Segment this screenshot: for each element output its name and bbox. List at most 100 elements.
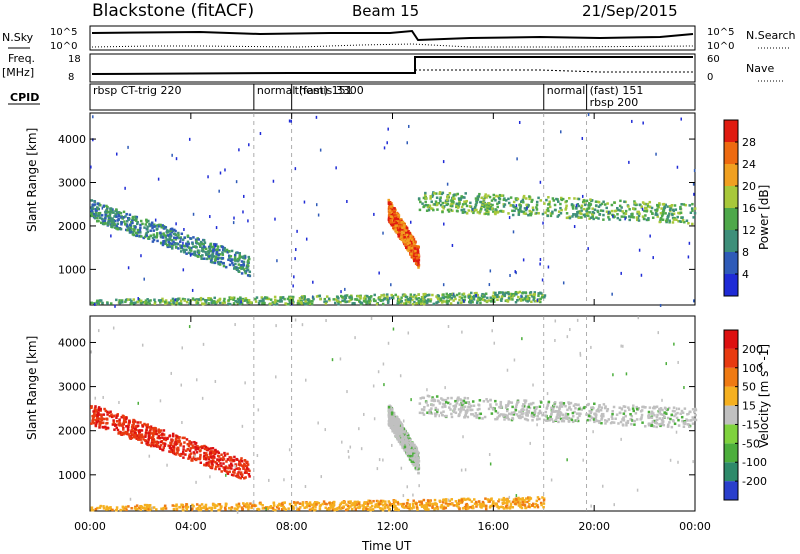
echo-cell <box>398 298 401 302</box>
echo-cell <box>156 227 159 231</box>
echo-cell <box>156 441 160 444</box>
echo-cell <box>205 452 208 455</box>
scatter-cell <box>620 271 622 275</box>
echo-cell <box>401 226 404 230</box>
echo-cell <box>127 298 130 301</box>
echo-cell <box>311 299 314 303</box>
echo-cell <box>451 204 454 208</box>
echo-cell <box>680 415 684 419</box>
echo-cell <box>419 200 422 204</box>
echo-cell <box>578 414 581 418</box>
echo-cell <box>240 272 244 275</box>
echo-cell <box>463 295 466 298</box>
echo-cell <box>426 411 429 414</box>
echo-cell <box>679 412 682 416</box>
echo-cell <box>276 299 280 303</box>
echo-cell <box>103 219 107 222</box>
echo-cell <box>212 454 215 458</box>
echo-cell <box>680 220 683 223</box>
echo-cell <box>596 200 599 204</box>
echo-cell <box>418 411 422 415</box>
echo-cell <box>210 465 214 468</box>
echo-cell <box>636 212 639 215</box>
echo-cell <box>635 407 639 411</box>
echo-cell <box>99 216 102 220</box>
scatter-cell <box>175 222 177 226</box>
echo-cell <box>241 297 245 301</box>
echo-cell <box>370 295 373 298</box>
echo-cell <box>223 451 226 455</box>
echo-cell <box>459 301 463 304</box>
echo-cell <box>661 418 664 422</box>
echo-cell <box>614 209 618 213</box>
echo-cell <box>404 229 408 232</box>
echo-cell <box>546 417 550 420</box>
echo-cell <box>668 205 672 208</box>
echo-cell <box>336 295 339 299</box>
echo-cell <box>194 238 198 241</box>
echo-cell <box>127 226 130 230</box>
echo-cell <box>426 205 430 209</box>
echo-cell <box>131 424 134 427</box>
echo-cell <box>622 416 625 420</box>
echo-cell <box>435 203 439 207</box>
echo-cell <box>243 268 246 271</box>
colorbar-tick-label: 8 <box>742 246 749 259</box>
echo-cell <box>98 424 101 427</box>
echo-cell <box>467 209 471 212</box>
echo-cell <box>245 471 248 474</box>
echo-cell <box>96 414 99 418</box>
echo-cell <box>623 200 626 203</box>
echo-cell <box>523 298 526 301</box>
echo-cell <box>193 250 197 254</box>
echo-cell <box>179 250 183 253</box>
echo-cell <box>592 217 595 221</box>
echo-cell <box>222 466 225 469</box>
echo-cell <box>651 420 655 423</box>
echo-cell <box>592 418 596 421</box>
echo-cell <box>141 423 144 427</box>
echo-cell <box>410 442 414 446</box>
echo-cell <box>396 295 400 299</box>
echo-cell <box>497 196 501 200</box>
echo-cell <box>474 197 478 200</box>
echo-cell <box>180 452 183 456</box>
echo-cell <box>93 200 97 203</box>
echo-cell <box>242 263 246 267</box>
echo-cell <box>559 417 563 421</box>
echo-cell <box>461 298 465 302</box>
echo-cell <box>132 230 136 233</box>
echo-cell <box>610 209 614 213</box>
echo-cell <box>688 204 691 207</box>
echo-cell <box>243 299 247 302</box>
echo-cell <box>641 215 645 218</box>
y-tick-label: 1000 <box>58 263 86 276</box>
echo-cell <box>600 418 603 421</box>
echo-cell <box>524 401 527 404</box>
echo-cell <box>193 453 196 456</box>
echo-cell <box>395 230 399 234</box>
echo-cell <box>104 425 107 429</box>
echo-cell <box>127 423 130 426</box>
echo-cell <box>666 214 670 218</box>
echo-cell <box>453 405 457 409</box>
echo-cell <box>505 409 509 413</box>
echo-cell <box>107 222 110 225</box>
echo-cell <box>505 416 508 419</box>
echo-cell <box>583 215 587 218</box>
echo-cell <box>643 209 646 213</box>
echo-cell <box>647 413 651 417</box>
echo-cell <box>494 293 497 297</box>
echo-cell <box>438 191 442 194</box>
echo-cell <box>197 251 201 254</box>
echo-cell <box>163 442 167 446</box>
echo-cell <box>410 458 413 461</box>
echo-cell <box>220 470 223 473</box>
echo-cell <box>520 295 524 298</box>
echo-cell <box>624 209 628 213</box>
echo-cell <box>435 192 438 195</box>
echo-cell <box>424 200 427 204</box>
echo-cell <box>199 456 202 459</box>
echo-cell <box>560 208 563 212</box>
